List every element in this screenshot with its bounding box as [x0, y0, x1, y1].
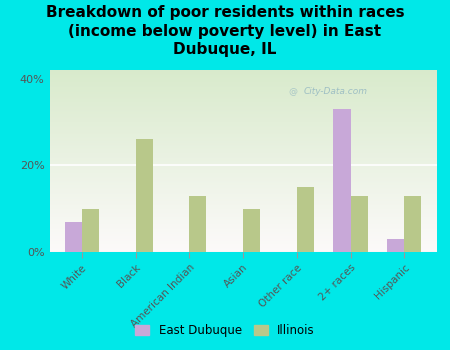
Bar [64, 222, 82, 252]
Bar [351, 196, 368, 252]
Bar [404, 196, 422, 252]
Bar [297, 187, 314, 252]
Bar [189, 196, 207, 252]
Legend: East Dubuque, Illinois: East Dubuque, Illinois [131, 321, 319, 341]
Bar [243, 209, 260, 252]
Text: City-Data.com: City-Data.com [304, 88, 368, 96]
Bar [333, 109, 351, 252]
Text: @: @ [289, 88, 298, 96]
Bar [82, 209, 99, 252]
Text: Breakdown of poor residents within races
(income below poverty level) in East
Du: Breakdown of poor residents within races… [46, 5, 404, 57]
Bar [135, 139, 153, 252]
Bar [387, 239, 404, 252]
